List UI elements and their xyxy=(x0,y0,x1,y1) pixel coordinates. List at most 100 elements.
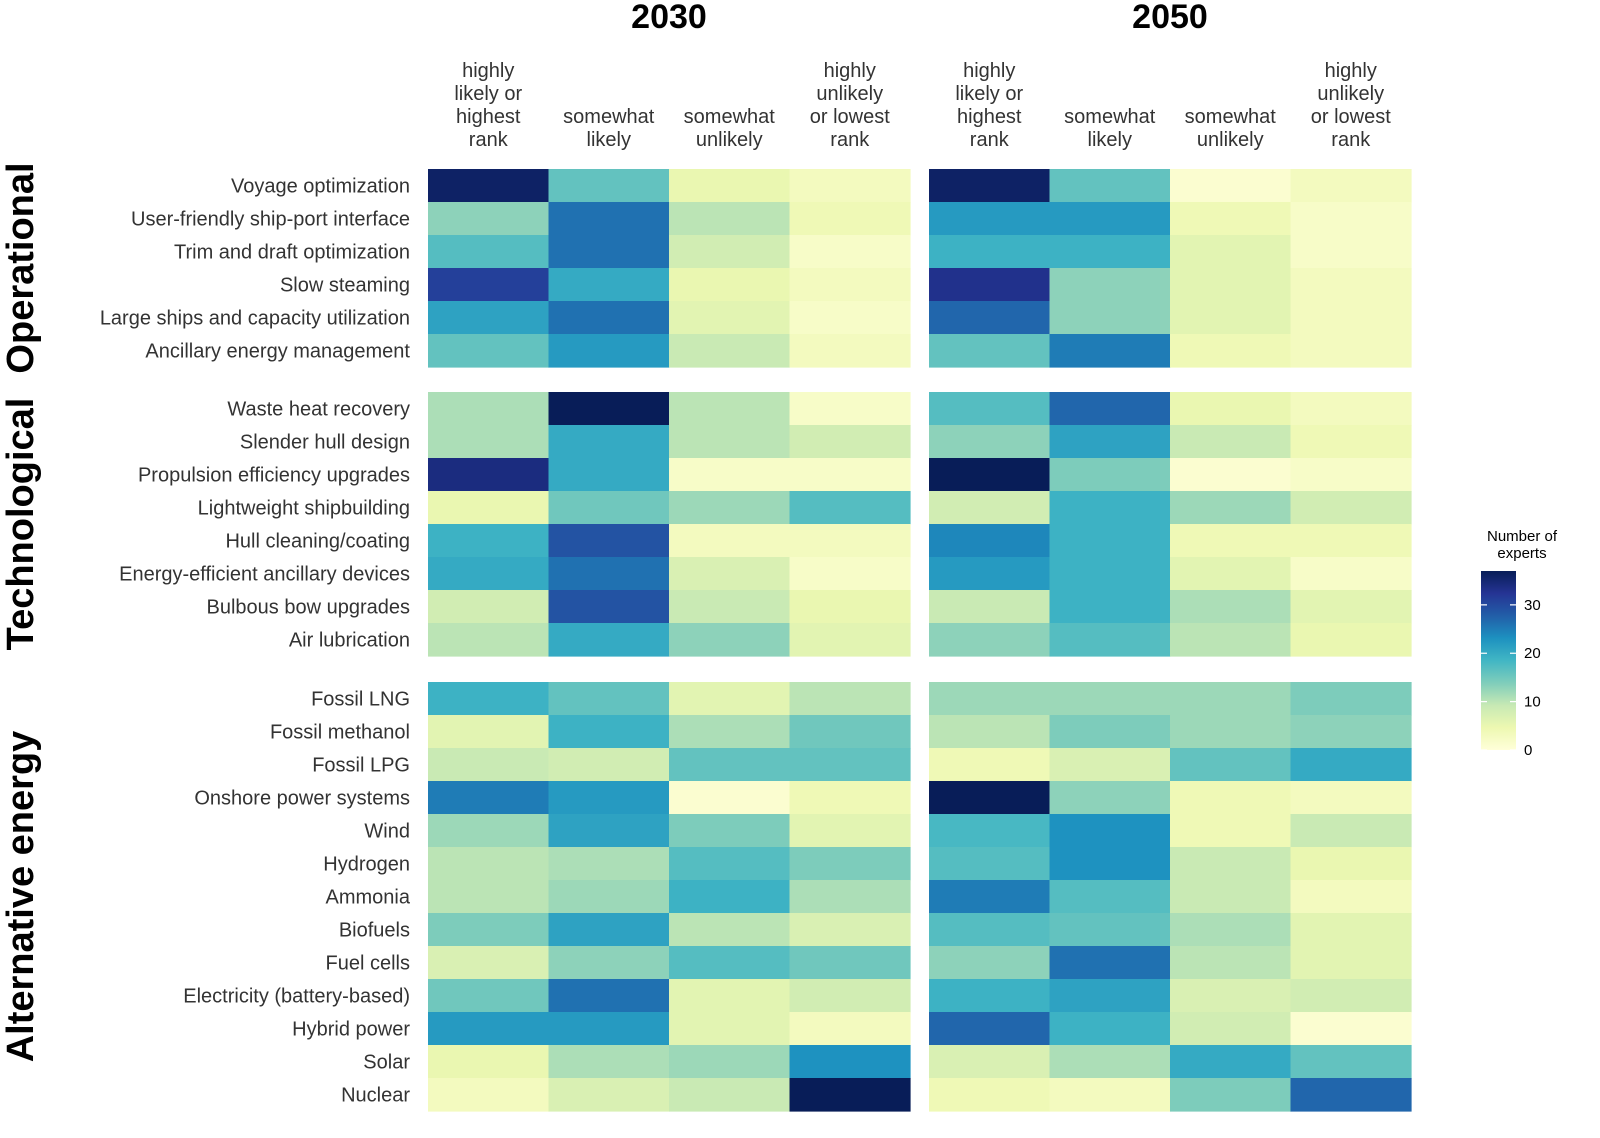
heatmap-cell xyxy=(1290,268,1412,302)
heatmap-cell xyxy=(428,392,550,426)
heatmap-cell xyxy=(428,458,550,492)
heatmap-cell xyxy=(1170,524,1292,558)
heatmap-cell xyxy=(1290,1078,1412,1112)
heatmap-cell xyxy=(669,524,791,558)
heatmap-cell xyxy=(1049,682,1171,716)
heatmap-cell xyxy=(789,748,911,782)
heatmap-cell xyxy=(669,682,791,716)
heatmap-cell xyxy=(428,623,550,657)
heatmap-cell xyxy=(1049,1012,1171,1046)
heatmap-cell xyxy=(1170,557,1292,591)
heatmap-cell xyxy=(789,590,911,624)
heatmap-cell xyxy=(1049,202,1171,236)
heatmap-cell xyxy=(1049,590,1171,624)
heatmap-cell xyxy=(929,557,1051,591)
heatmap-cell xyxy=(1290,491,1412,525)
heatmap-cell xyxy=(1170,202,1292,236)
heatmap-cell xyxy=(789,235,911,269)
heatmap-cell xyxy=(548,392,670,426)
heatmap-cell xyxy=(1170,590,1292,624)
heatmap-cell xyxy=(789,781,911,815)
heatmap-cell xyxy=(929,814,1051,848)
column-label: highly xyxy=(1325,60,1377,82)
column-label: highly xyxy=(824,60,876,82)
heatmap-cell xyxy=(669,169,791,203)
heatmap-cell xyxy=(1049,748,1171,782)
heatmap-cell xyxy=(1049,524,1171,558)
column-label: likely or xyxy=(454,83,522,105)
heatmap-cell xyxy=(669,458,791,492)
panel-title-2050: 2050 xyxy=(1132,0,1208,36)
heatmap-cell xyxy=(929,524,1051,558)
heatmap-cell xyxy=(1170,169,1292,203)
heatmap-cell xyxy=(1290,392,1412,426)
heatmap-cell xyxy=(789,301,911,335)
heatmap-cell xyxy=(1290,1012,1412,1046)
column-label: rank xyxy=(970,129,1010,151)
heatmap-cell xyxy=(548,169,670,203)
heatmap-cell xyxy=(669,268,791,302)
heatmap-cell xyxy=(929,880,1051,914)
row-label: Hybrid power xyxy=(292,1019,410,1041)
heatmap-cell xyxy=(789,458,911,492)
heatmap-cell xyxy=(1170,913,1292,947)
heatmap-cell xyxy=(548,491,670,525)
row-label: User-friendly ship-port interface xyxy=(131,209,410,231)
heatmap-cell xyxy=(789,169,911,203)
heatmap-cell xyxy=(548,814,670,848)
heatmap-cell xyxy=(1170,334,1292,368)
heatmap-cell xyxy=(1290,913,1412,947)
legend-colorbar xyxy=(1481,571,1516,750)
row-label: Hydrogen xyxy=(323,854,410,876)
row-label: Slender hull design xyxy=(240,432,410,454)
heatmap-cell xyxy=(929,392,1051,426)
heatmap-cell xyxy=(929,715,1051,749)
heatmap-cell xyxy=(1049,268,1171,302)
heatmap-cell xyxy=(1290,781,1412,815)
heatmap-cell xyxy=(1049,880,1171,914)
heatmap-cell xyxy=(929,491,1051,525)
row-label: Fossil LNG xyxy=(311,689,410,711)
heatmap-cell xyxy=(428,682,550,716)
heatmap-cell xyxy=(428,913,550,947)
heatmap-cell xyxy=(1170,623,1292,657)
heatmap-cell xyxy=(1170,847,1292,881)
heatmap-cell xyxy=(1290,623,1412,657)
heatmap-cell xyxy=(789,1078,911,1112)
heatmap-cell xyxy=(1049,1078,1171,1112)
group-label-operational: Operational xyxy=(0,162,42,373)
heatmap-cell xyxy=(789,557,911,591)
heatmap-cell xyxy=(428,979,550,1013)
row-label: Wind xyxy=(364,821,410,843)
heatmap-cell xyxy=(548,623,670,657)
heatmap-cell xyxy=(1290,458,1412,492)
heatmap-cell xyxy=(1290,334,1412,368)
row-label: Ammonia xyxy=(326,887,411,909)
heatmap-cell xyxy=(1290,682,1412,716)
heatmap-cell xyxy=(789,1012,911,1046)
group-label-technological: Technological xyxy=(0,398,42,651)
heatmap-cell xyxy=(789,715,911,749)
heatmap-cell xyxy=(669,1045,791,1079)
heatmap-cell xyxy=(1170,1045,1292,1079)
heatmap-cell xyxy=(789,1045,911,1079)
heatmap-cell xyxy=(1170,392,1292,426)
heatmap-cell xyxy=(428,301,550,335)
column-label: highly xyxy=(963,60,1015,82)
heatmap-cell xyxy=(1049,847,1171,881)
heatmap-cell xyxy=(1170,458,1292,492)
heatmap-cell xyxy=(548,425,670,459)
heatmap-cell xyxy=(1290,715,1412,749)
heatmap-cell xyxy=(1290,1045,1412,1079)
heatmap-cell xyxy=(669,491,791,525)
heatmap-cell xyxy=(1170,1012,1292,1046)
heatmap-cell xyxy=(929,334,1051,368)
heatmap-cell xyxy=(428,425,550,459)
column-label: highest xyxy=(456,106,521,128)
heatmap-cell xyxy=(1049,623,1171,657)
heatmap-cell xyxy=(669,1078,791,1112)
heatmap-cell xyxy=(548,781,670,815)
heatmap-cell xyxy=(428,268,550,302)
heatmap-cell xyxy=(1290,169,1412,203)
heatmap-cell xyxy=(428,202,550,236)
